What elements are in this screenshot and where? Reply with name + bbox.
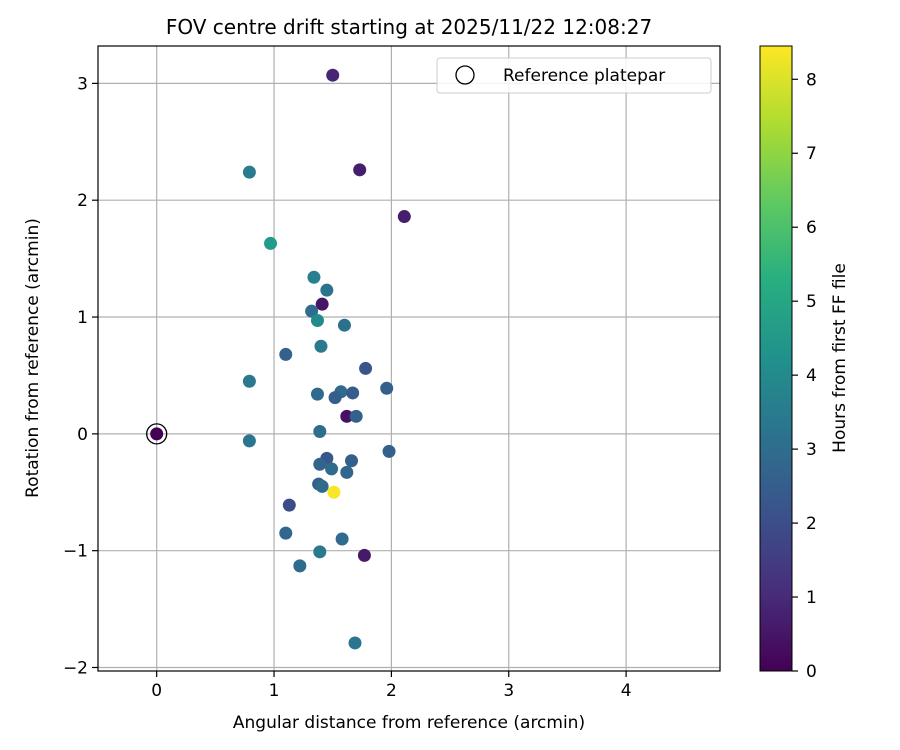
data-point	[264, 236, 278, 250]
data-point	[357, 548, 371, 562]
data-point	[307, 270, 321, 284]
colorbar-label: Hours from first FF file	[830, 263, 850, 453]
colorbar-ticks: 0 1 2 3 4 5 6 7 8	[792, 70, 817, 682]
data-point	[325, 462, 339, 476]
legend-marker-reference	[455, 65, 475, 85]
y-tick-label: 2	[77, 191, 88, 211]
colorbar-tick-label: 8	[806, 70, 817, 90]
x-axis-label: Angular distance from reference (arcmin)	[233, 713, 585, 733]
legend-label-reference: Reference platepar	[503, 66, 665, 86]
data-point	[315, 479, 329, 493]
colorbar-tick-label: 0	[806, 662, 817, 682]
data-point	[320, 283, 334, 297]
data-point	[380, 381, 394, 395]
data-point	[382, 444, 396, 458]
x-tick-label: 0	[151, 681, 162, 701]
data-point	[279, 347, 293, 361]
data-point	[348, 636, 362, 650]
y-axis-ticks: −2 −1 0 1 2 3	[63, 74, 98, 678]
data-point	[314, 339, 328, 353]
data-point	[242, 374, 256, 388]
data-point	[359, 361, 373, 375]
colorbar-tick-label: 4	[806, 366, 817, 386]
y-tick-label: −2	[63, 658, 88, 678]
data-point	[310, 387, 324, 401]
data-point	[349, 409, 363, 423]
data-point	[242, 434, 256, 448]
x-tick-label: 1	[269, 681, 280, 701]
data-point	[242, 165, 256, 179]
plot-frame	[97, 45, 721, 672]
data-point	[353, 163, 367, 177]
data-point	[337, 318, 351, 332]
x-tick-label: 4	[621, 681, 632, 701]
y-tick-label: 1	[77, 308, 88, 328]
colorbar-tick-label: 6	[806, 218, 817, 238]
colorbar: 0 1 2 3 4 5 6 7 8 Hours from first FF file	[759, 45, 850, 682]
data-point	[313, 545, 327, 559]
colorbar-gradient	[759, 45, 793, 672]
data-point	[305, 304, 319, 318]
y-tick-label: −1	[63, 542, 88, 562]
data-point	[326, 68, 340, 82]
data-point	[340, 465, 354, 479]
data-point	[293, 559, 307, 573]
grid	[98, 46, 720, 671]
x-tick-label: 2	[386, 681, 397, 701]
data-point	[397, 210, 411, 224]
data-point	[279, 526, 293, 540]
colorbar-tick-label: 1	[806, 588, 817, 608]
data-point	[335, 532, 349, 546]
reference-platepar-marker	[146, 423, 168, 445]
data-point	[328, 391, 342, 405]
y-tick-label: 3	[77, 74, 88, 94]
legend: Reference platepar	[436, 57, 712, 94]
data-point	[327, 485, 341, 499]
data-point	[315, 297, 329, 311]
colorbar-tick-label: 2	[806, 514, 817, 534]
data-point	[313, 457, 327, 471]
x-tick-label: 3	[503, 681, 514, 701]
data-point	[340, 409, 354, 423]
y-axis-label: Rotation from reference (arcmin)	[23, 218, 43, 498]
reference-point	[150, 427, 164, 441]
data-point	[310, 314, 324, 328]
data-points	[146, 68, 411, 650]
data-point	[282, 498, 296, 512]
colorbar-tick-label: 7	[806, 144, 817, 164]
chart-title: FOV centre drift starting at 2025/11/22 …	[166, 15, 652, 39]
legend-box	[436, 57, 712, 94]
data-point	[346, 386, 360, 400]
colorbar-tick-label: 5	[806, 292, 817, 312]
data-point	[313, 425, 327, 439]
y-tick-label: 0	[77, 425, 88, 445]
x-axis-ticks: 0 1 2 3 4	[151, 671, 632, 701]
data-point	[344, 454, 358, 468]
colorbar-tick-label: 3	[806, 440, 817, 460]
